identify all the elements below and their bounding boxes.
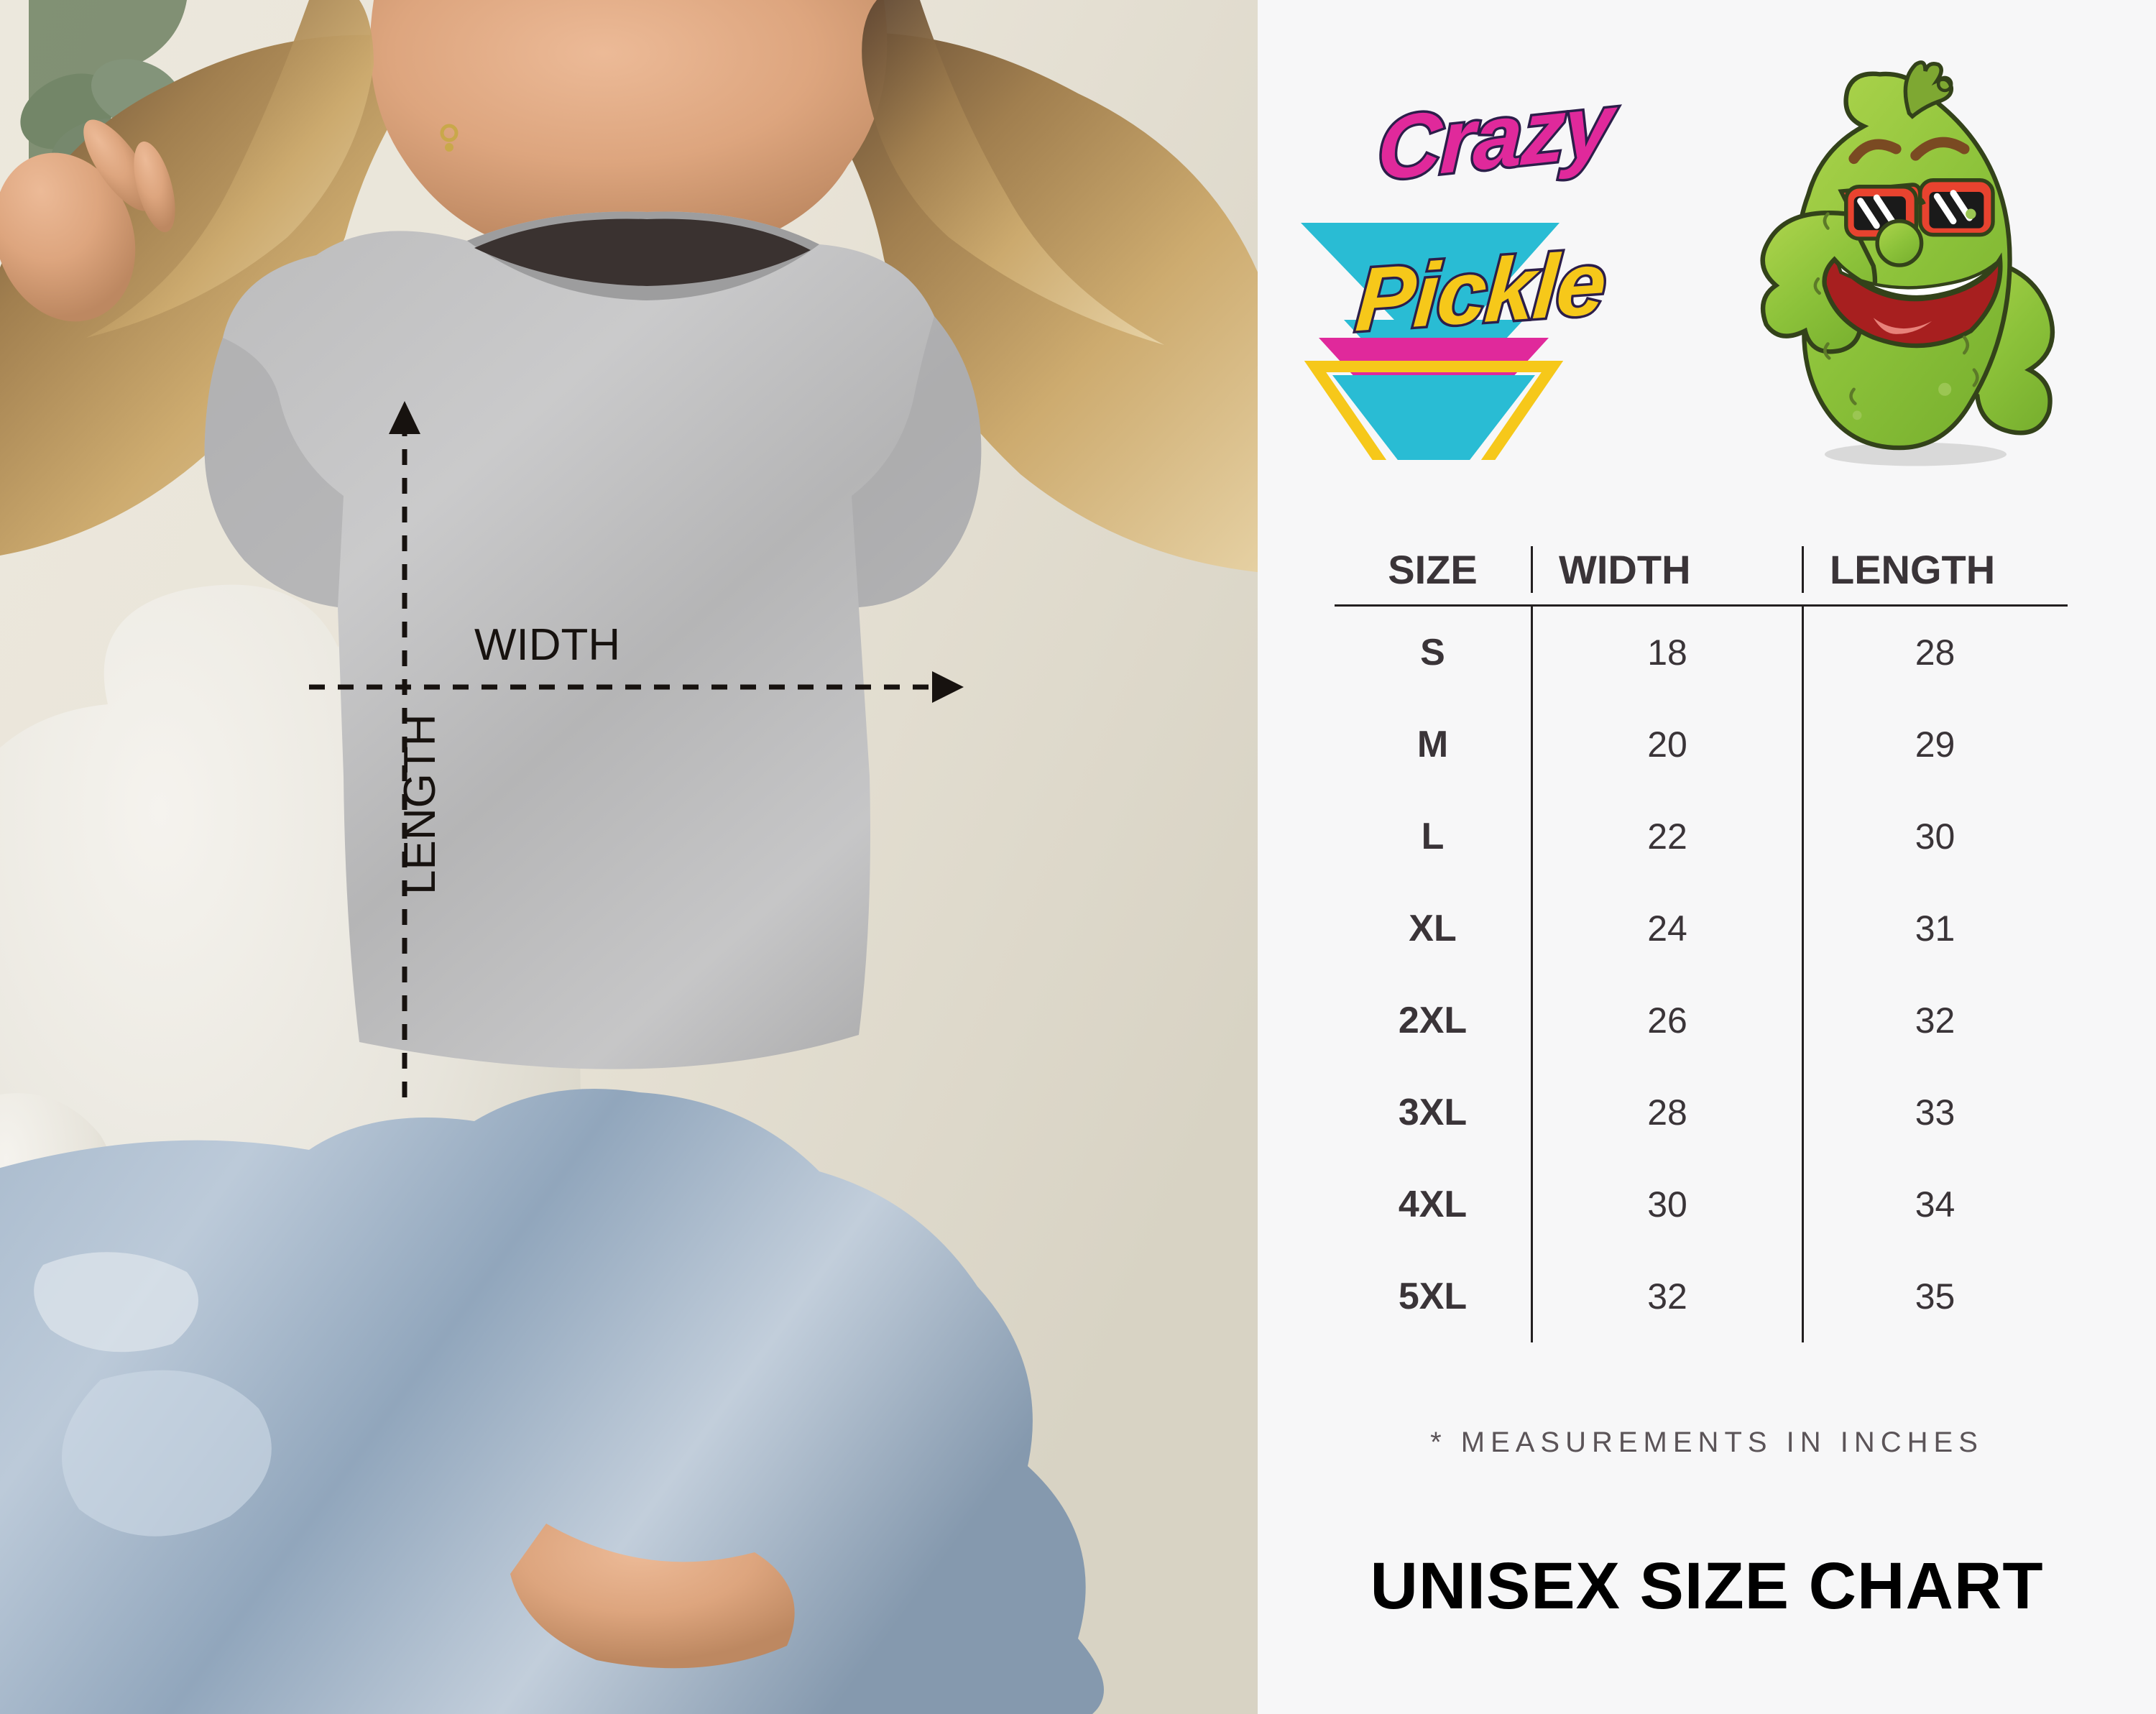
svg-text:LENGTH: LENGTH: [395, 714, 445, 895]
svg-text:WIDTH: WIDTH: [474, 620, 620, 670]
